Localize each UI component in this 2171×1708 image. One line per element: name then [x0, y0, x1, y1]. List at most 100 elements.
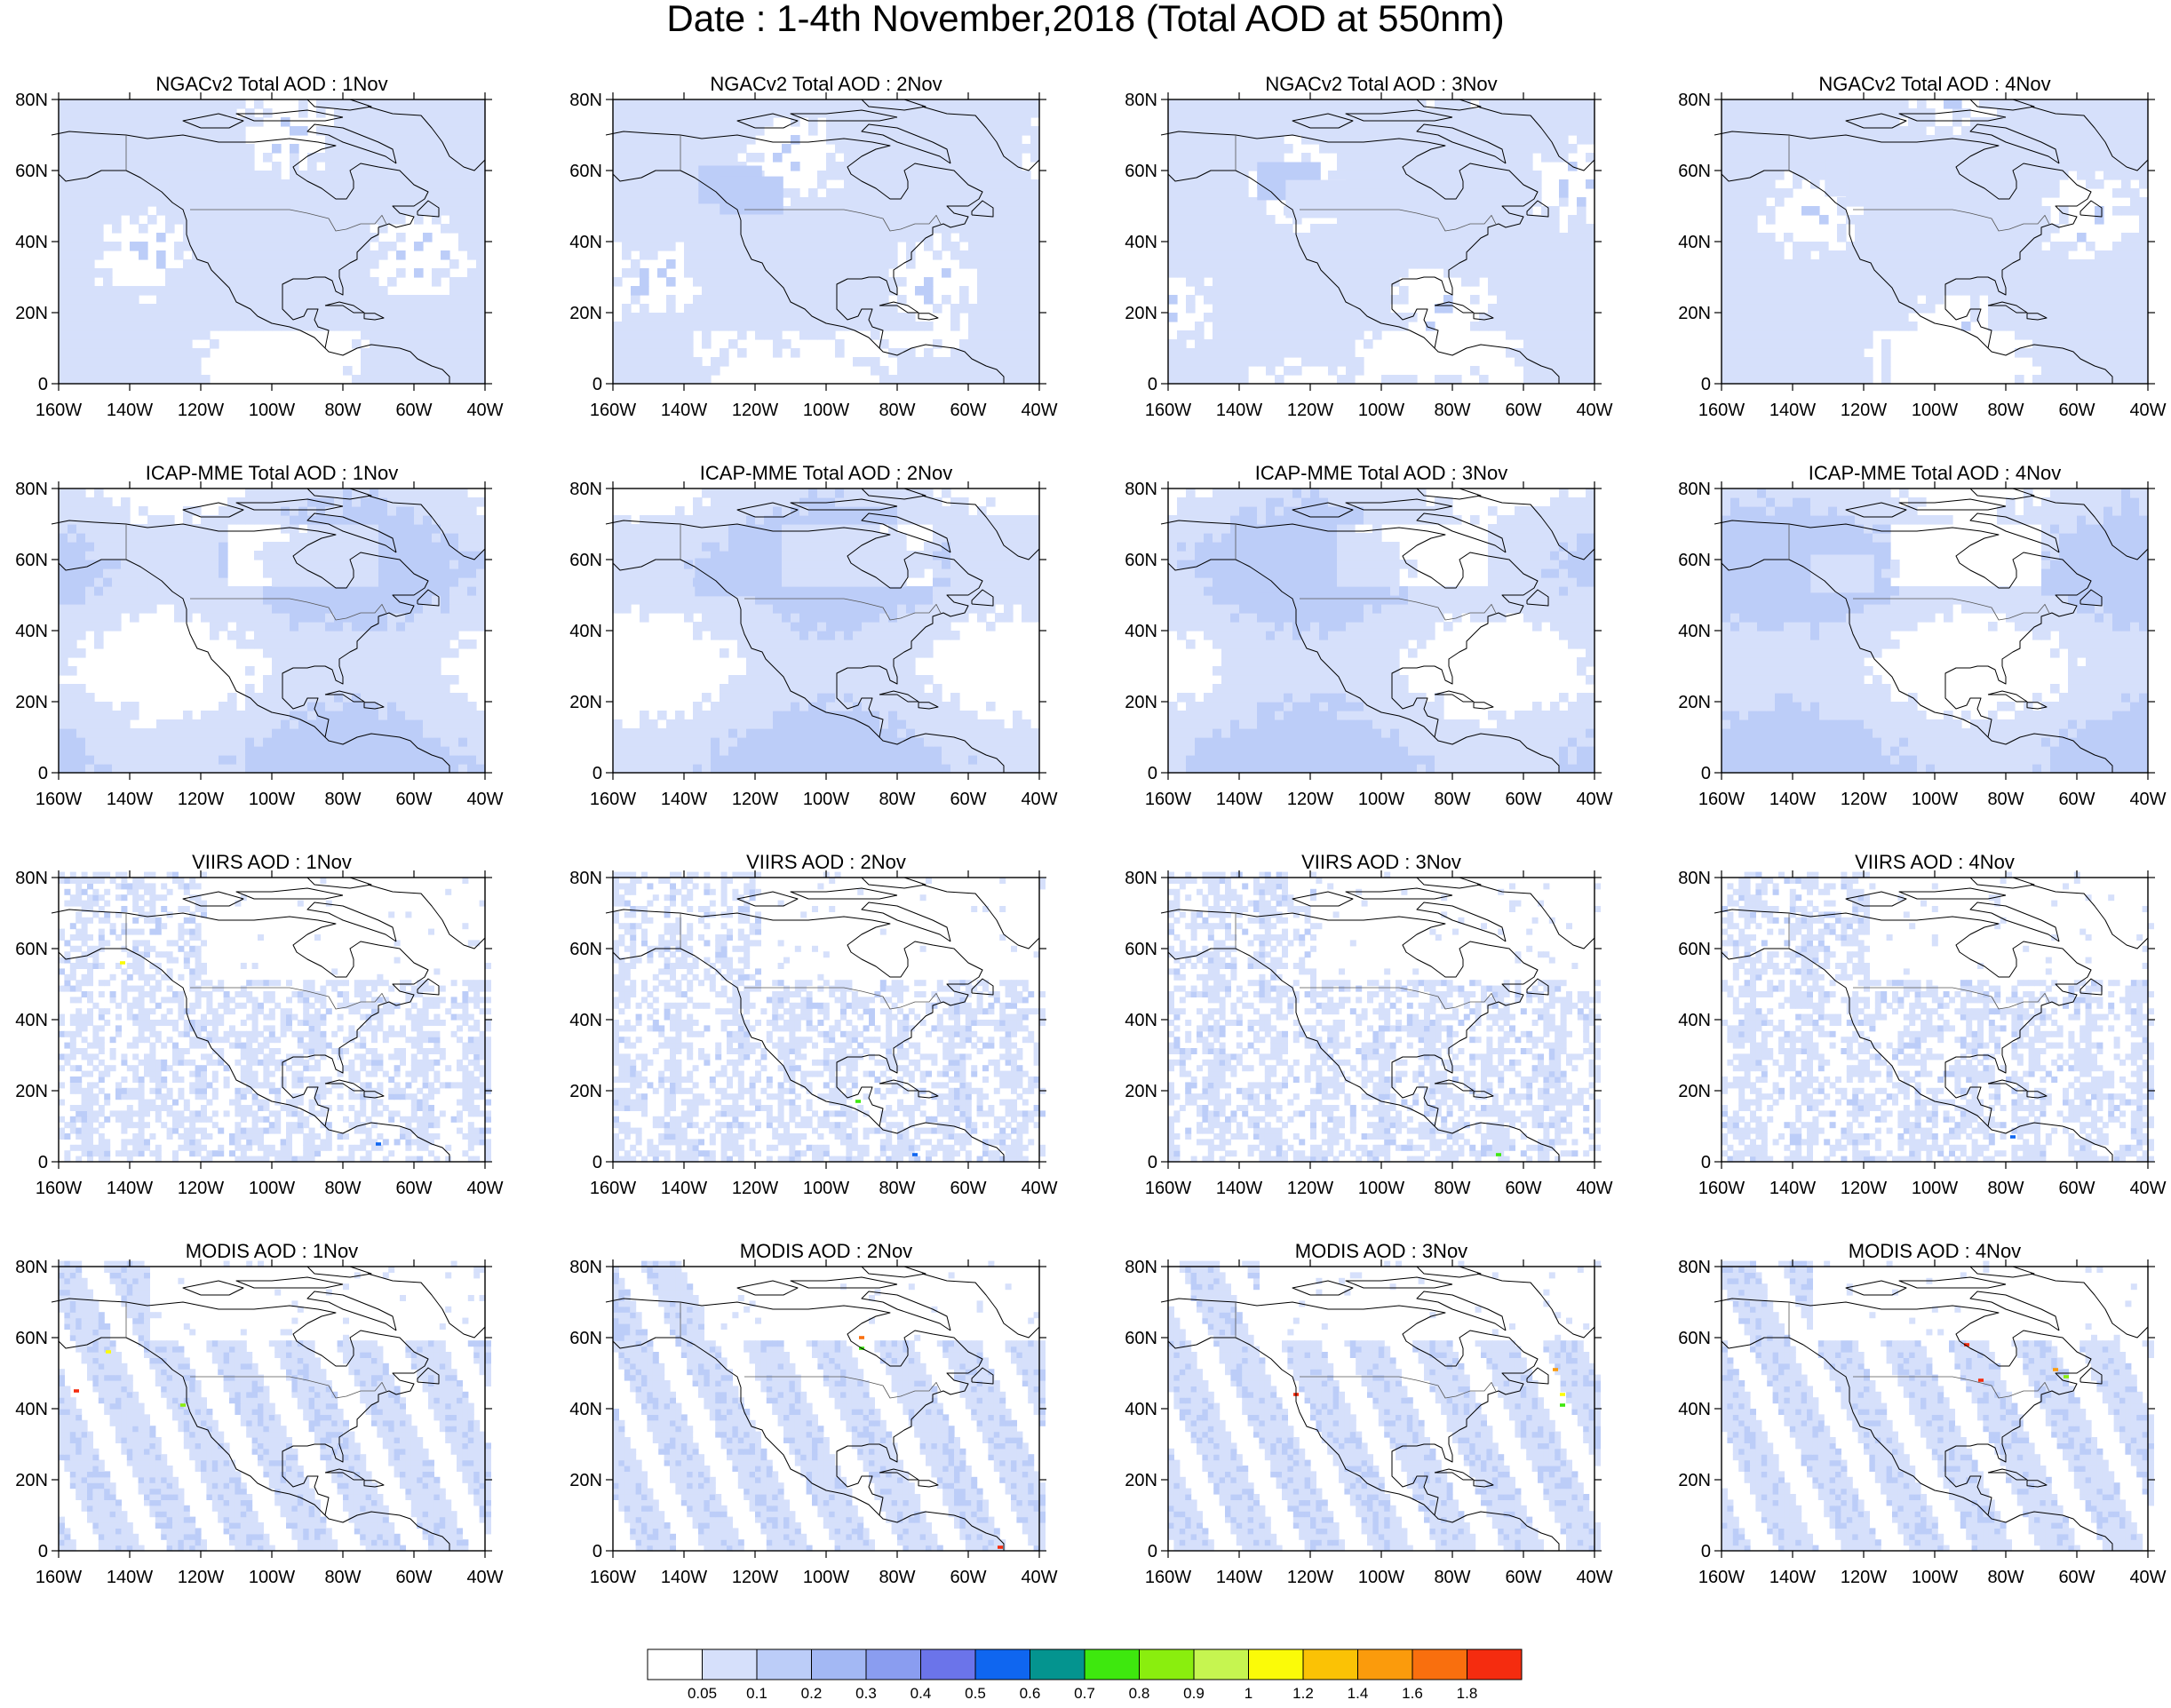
lon-tick-label: 40W	[1576, 1568, 1612, 1587]
lon-tick-label: 100W	[1358, 790, 1404, 809]
lon-tick-label: 80W	[1987, 401, 2024, 420]
lat-tick-label: 60N	[1678, 551, 1711, 570]
colorbar-label: 0.6	[1020, 1685, 1041, 1702]
lon-tick-label: 160W	[1145, 1179, 1191, 1198]
lat-tick-label: 60N	[1678, 940, 1711, 959]
aod-field	[613, 1261, 1046, 1552]
aod-field	[59, 872, 491, 1163]
lat-tick-label: 20N	[1678, 304, 1711, 323]
lon-tick-label: 100W	[1358, 401, 1404, 420]
lat-tick-label: 40N	[1678, 622, 1711, 641]
lat-tick-label: 0	[38, 1153, 48, 1172]
lon-tick-label: 160W	[36, 1179, 82, 1198]
lon-tick-label: 100W	[803, 1568, 849, 1587]
lat-tick-label: 20N	[1678, 1082, 1711, 1101]
lon-tick-label: 80W	[1987, 790, 2024, 809]
lat-tick-label: 0	[38, 375, 48, 394]
lon-tick-label: 80W	[879, 1568, 915, 1587]
lat-tick-label: 0	[1148, 1542, 1157, 1561]
colorbar-swatch	[1412, 1649, 1467, 1680]
lon-tick-label: 100W	[249, 401, 295, 420]
aod-field	[59, 489, 486, 774]
lon-tick-label: 140W	[1216, 401, 1262, 420]
colorbar-label: 0.2	[801, 1685, 823, 1702]
lon-tick-label: 80W	[1434, 401, 1470, 420]
aod-hotspot	[1553, 1368, 1558, 1371]
lat-tick-label: 80N	[1678, 1258, 1711, 1277]
lon-tick-label: 120W	[1841, 401, 1887, 420]
aod-field	[613, 872, 1046, 1163]
lon-tick-label: 160W	[36, 401, 82, 420]
lat-tick-label: 0	[1148, 1153, 1157, 1172]
aod-hotspot	[1849, 166, 1913, 204]
lon-tick-label: 160W	[590, 790, 636, 809]
lat-tick-label: 0	[592, 1153, 602, 1172]
lon-tick-label: 120W	[1287, 1568, 1333, 1587]
lon-tick-label: 60W	[395, 401, 432, 420]
lat-tick-label: 40N	[569, 1011, 602, 1030]
lon-tick-label: 100W	[249, 790, 295, 809]
lat-tick-label: 40N	[15, 622, 48, 641]
lat-tick-label: 40N	[1678, 1011, 1711, 1030]
lon-tick-label: 140W	[107, 401, 153, 420]
lat-tick-label: 0	[592, 375, 602, 394]
lon-tick-label: 120W	[732, 1568, 778, 1587]
aod-hotspot	[169, 177, 232, 215]
lat-tick-label: 60N	[1678, 162, 1711, 181]
aod-hotspot	[1285, 180, 1349, 218]
lat-tick-label: 60N	[15, 551, 48, 570]
aod-hotspot	[695, 559, 759, 597]
lon-tick-label: 160W	[590, 1568, 636, 1587]
lat-tick-label: 20N	[1125, 1082, 1157, 1101]
colorbar-label: 1.8	[1457, 1685, 1478, 1702]
lat-tick-label: 40N	[1125, 233, 1157, 252]
lat-tick-label: 60N	[15, 1329, 48, 1348]
lat-tick-label: 20N	[569, 1082, 602, 1101]
colorbar-swatch	[1358, 1649, 1413, 1680]
lon-tick-label: 120W	[1841, 1568, 1887, 1587]
lon-tick-label: 100W	[803, 790, 849, 809]
lon-tick-label: 140W	[661, 401, 707, 420]
lon-tick-label: 140W	[661, 1568, 707, 1587]
lon-tick-label: 40W	[2129, 1179, 2166, 1198]
lon-tick-label: 80W	[879, 401, 915, 420]
lon-tick-label: 120W	[1287, 1179, 1333, 1198]
lon-tick-label: 80W	[1987, 1568, 2024, 1587]
lat-tick-label: 20N	[15, 304, 48, 323]
aod-hotspot	[147, 559, 211, 597]
lon-tick-label: 140W	[107, 1568, 153, 1587]
colorbar-swatch	[1140, 1649, 1195, 1680]
lat-tick-label: 0	[1148, 375, 1157, 394]
colorbar-label: 0.4	[911, 1685, 932, 1702]
lon-tick-label: 120W	[1287, 790, 1333, 809]
aod-field	[1168, 489, 1595, 774]
lat-tick-label: 0	[1701, 375, 1711, 394]
aod-field	[613, 489, 1040, 774]
lon-tick-label: 60W	[1505, 790, 1541, 809]
lon-tick-label: 120W	[1841, 790, 1887, 809]
lon-tick-label: 60W	[2058, 1179, 2095, 1198]
lon-tick-label: 60W	[950, 790, 986, 809]
lon-tick-label: 140W	[107, 1179, 153, 1198]
lat-tick-label: 60N	[1125, 551, 1157, 570]
colorbar-swatch	[866, 1649, 921, 1680]
lon-tick-label: 40W	[1021, 790, 1057, 809]
colorbar-label: 0.7	[1074, 1685, 1095, 1702]
lat-tick-label: 60N	[15, 162, 48, 181]
colorbar-label: 0.1	[746, 1685, 767, 1702]
